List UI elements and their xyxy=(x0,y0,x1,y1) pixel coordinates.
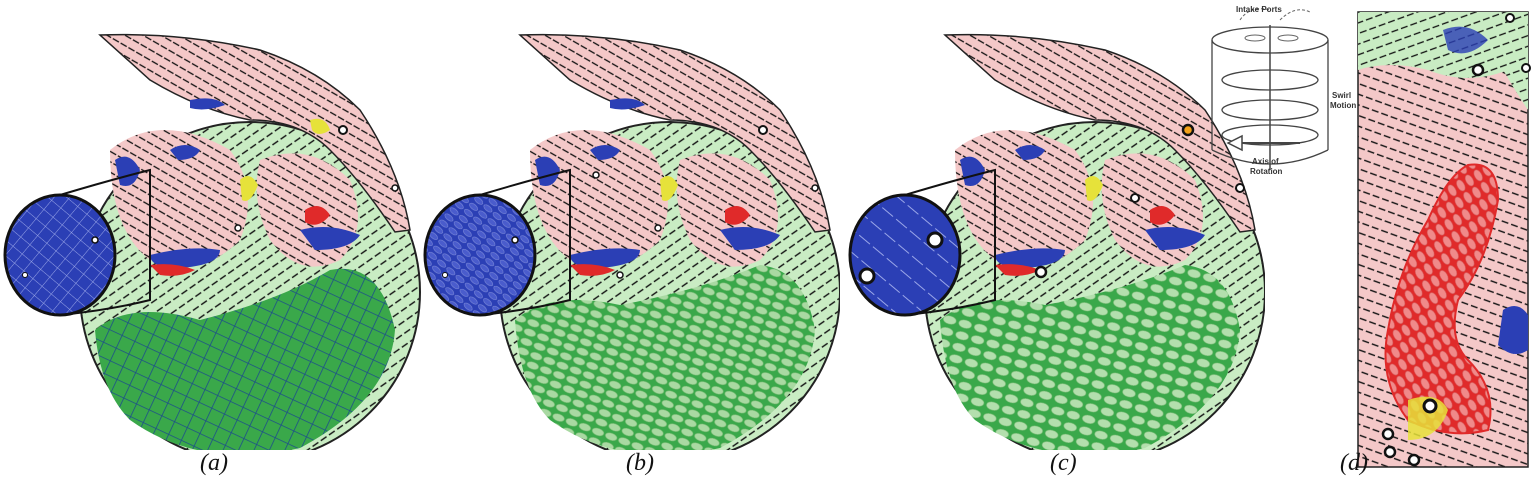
axis-label-line1: Axis of xyxy=(1252,157,1279,166)
swirl-label-line2: Motion xyxy=(1330,101,1356,110)
panel-c xyxy=(845,0,1265,450)
panel-d xyxy=(1348,0,1538,470)
caption-d: (d) xyxy=(1340,450,1368,476)
swirl-schematic-diagram: Intake Ports Swirl Motion Axis of Rotati… xyxy=(1211,5,1356,176)
panel-a-visualization xyxy=(3,33,421,450)
panel-b xyxy=(420,0,840,450)
panel-d-visualization xyxy=(1357,11,1531,468)
panel-b-visualization xyxy=(423,33,840,450)
axis-label-line2: Rotation xyxy=(1250,167,1283,176)
caption-a: (a) xyxy=(200,450,228,476)
panel-c-visualization xyxy=(848,33,1265,450)
intake-ports-label: Intake Ports xyxy=(1236,5,1282,14)
swirl-label-line1: Swirl xyxy=(1332,91,1351,100)
caption-b: (b) xyxy=(626,450,654,476)
caption-c: (c) xyxy=(1050,450,1077,476)
swirl-schematic: Intake Ports Swirl Motion Axis of Rotati… xyxy=(1200,0,1360,190)
panel-a xyxy=(0,0,430,450)
